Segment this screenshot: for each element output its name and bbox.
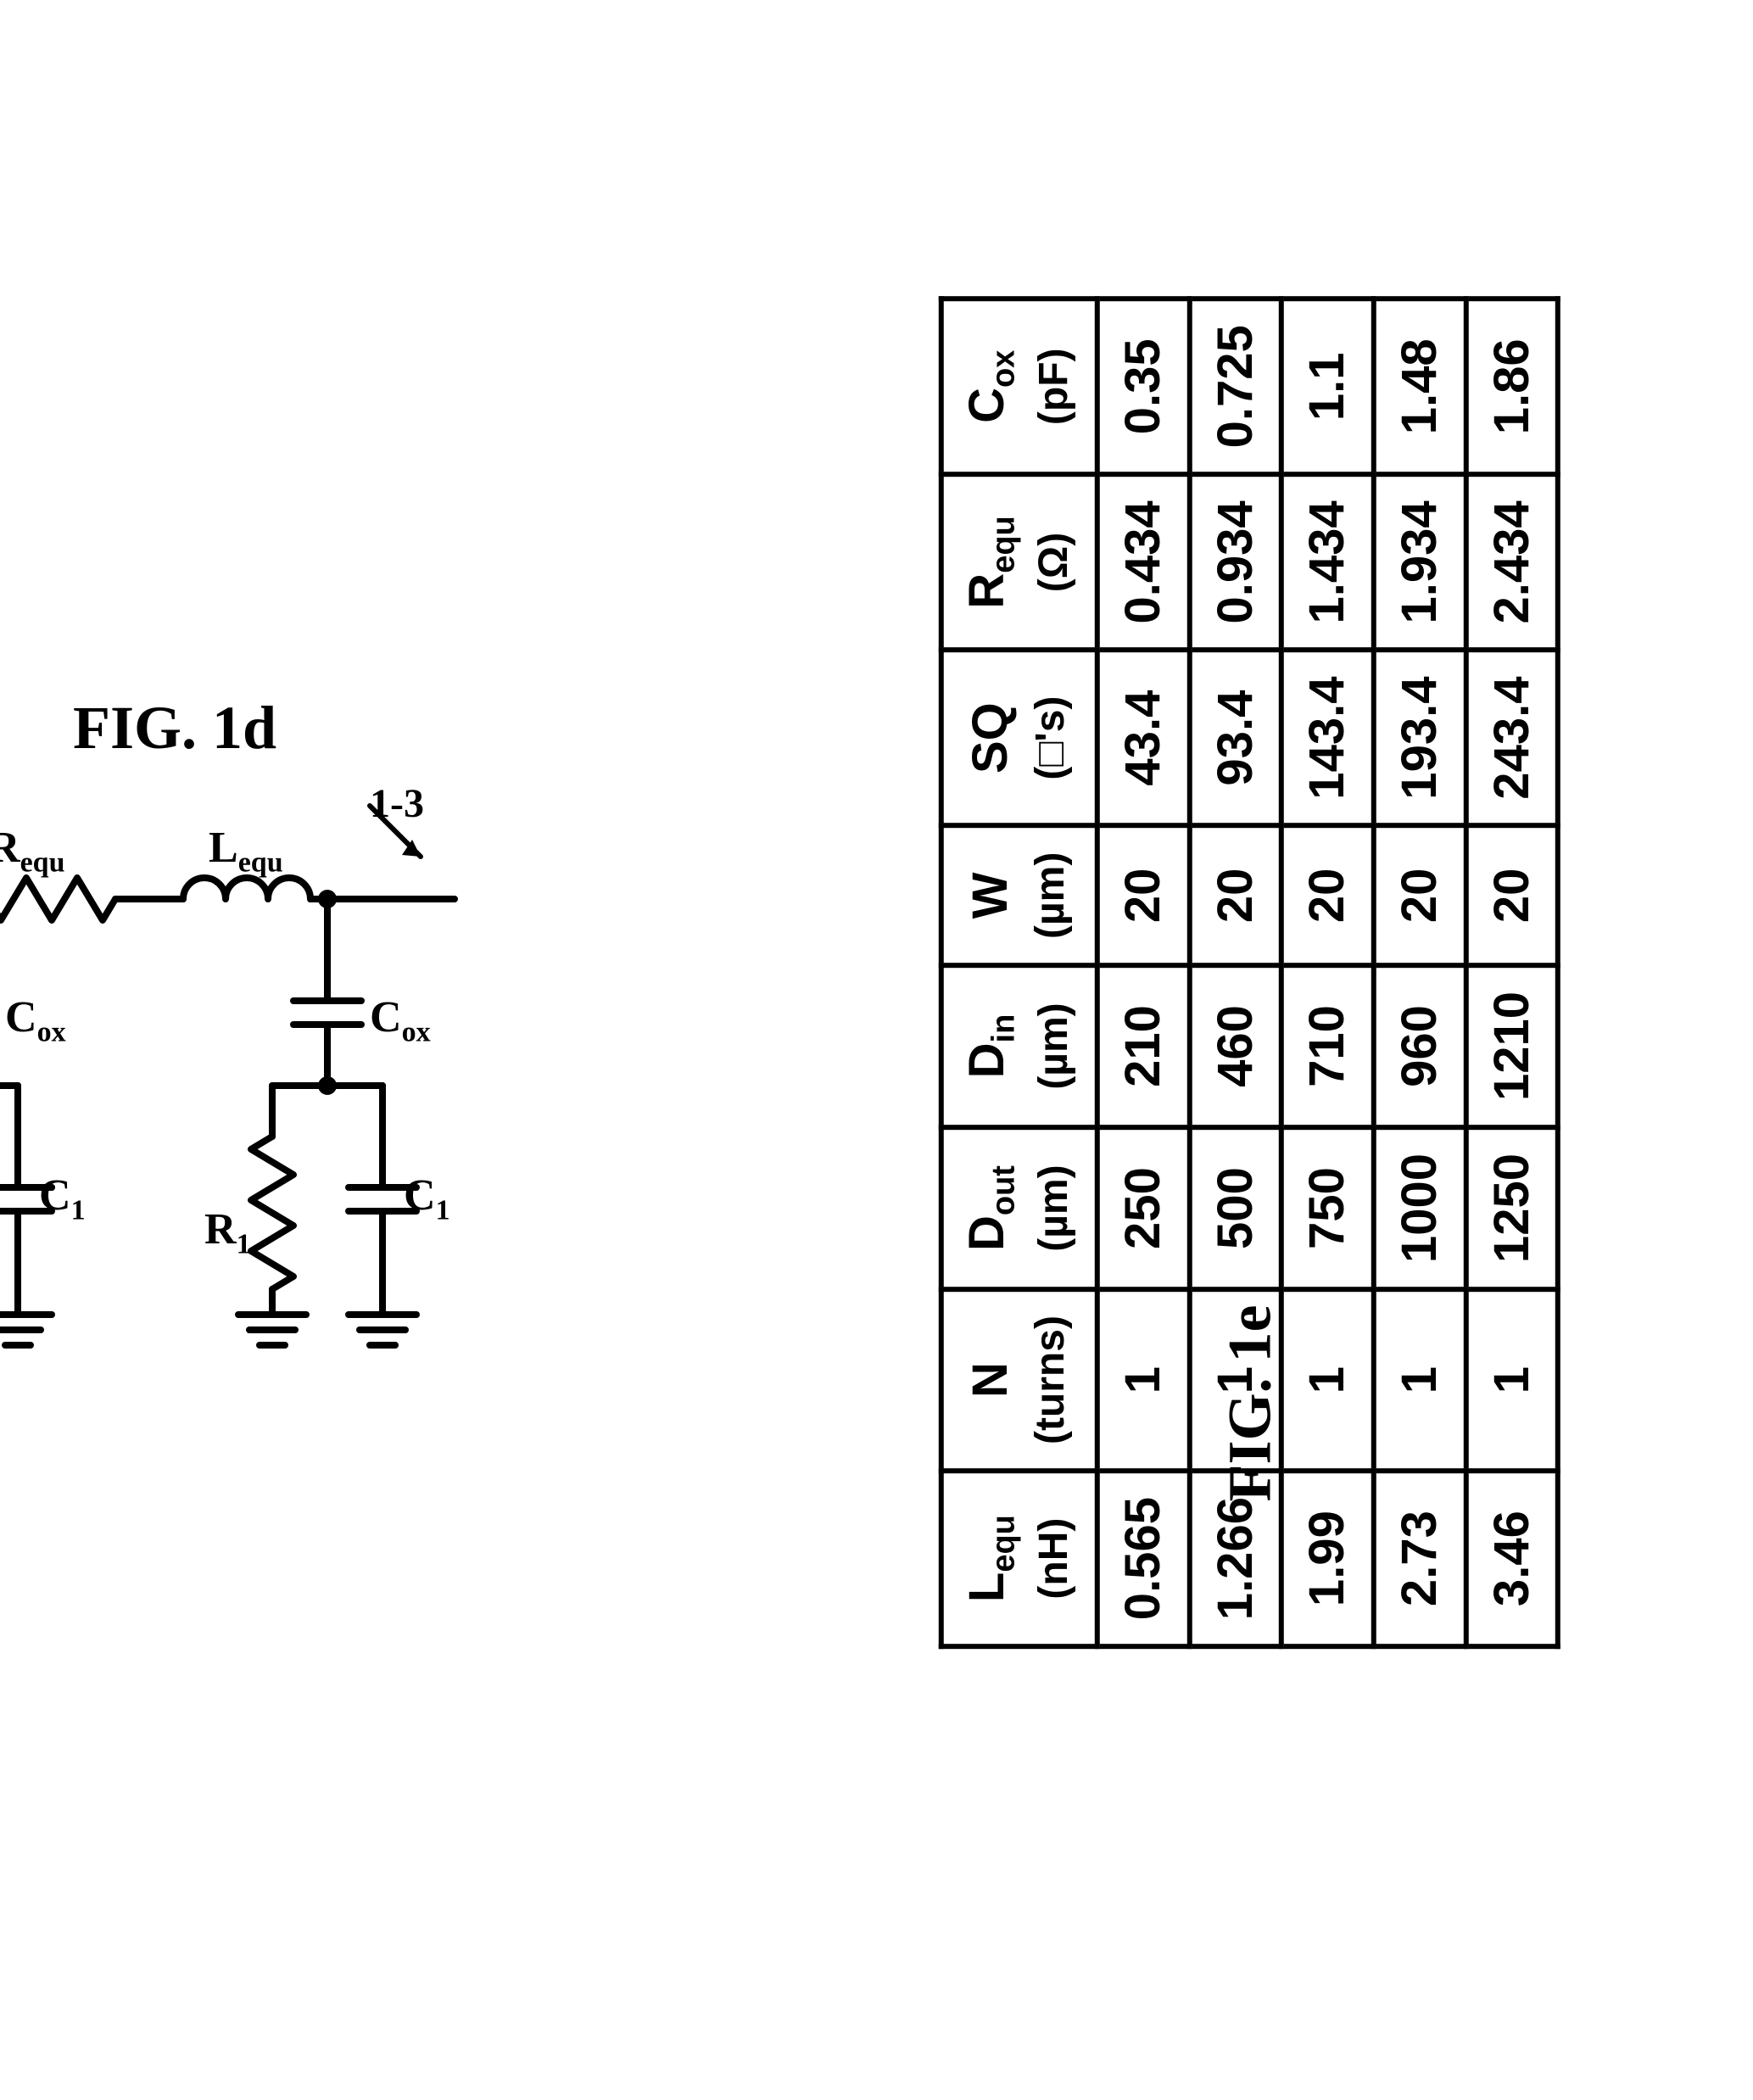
table-cell: 0.725 (1189, 299, 1281, 474)
table-header: Cox(pF) (941, 299, 1097, 474)
table-cell: 500 (1189, 1127, 1281, 1289)
table-header: N(turns) (941, 1289, 1097, 1471)
label-requ: Requ (0, 823, 65, 879)
table-cell: 43.4 (1097, 650, 1190, 825)
table-cell: 1210 (1466, 965, 1559, 1127)
table-cell: 0.565 (1097, 1471, 1190, 1646)
label-cox-right: Cox (370, 992, 431, 1048)
figure-1d-title: FIG. 1d (73, 693, 276, 763)
table-cell: 20 (1281, 825, 1374, 964)
table-cell: 1 (1466, 1289, 1559, 1471)
table-cell: 0.934 (1189, 474, 1281, 650)
label-cox-left: Cox (5, 992, 66, 1048)
table-cell: 193.4 (1374, 650, 1466, 825)
table-cell: 93.4 (1189, 650, 1281, 825)
table-row: 3.4611250121020243.42.4341.86 (1466, 299, 1559, 1646)
table-cell: 1.86 (1466, 299, 1559, 474)
table-cell: 2.434 (1466, 474, 1559, 650)
table-cell: 1000 (1374, 1127, 1466, 1289)
figure-1e-column: Lequ(nH)N(turns)Dout(µm)Din(µm)W(µm)SQ(□… (573, 662, 1753, 1438)
table-row: 2.731100096020193.41.9341.48 (1374, 299, 1466, 1646)
table-cell: 2.73 (1374, 1471, 1466, 1646)
table-cell: 20 (1189, 825, 1281, 964)
table-cell: 1 (1281, 1289, 1374, 1471)
table-cell: 210 (1097, 965, 1190, 1127)
table-cell: 0.434 (1097, 474, 1190, 650)
table-cell: 243.4 (1466, 650, 1559, 825)
table-cell: 1 (1374, 1289, 1466, 1471)
table-row: 0.56512502102043.40.4340.35 (1097, 299, 1190, 1646)
table-header: Requ(Ω) (941, 474, 1097, 650)
figure-1d-column: FIG. 1d 1-3 Requ Lequ Cox Cox R1 C1 R1 C… (0, 693, 522, 1408)
table-row: 1.99175071020143.41.4341.1 (1281, 299, 1374, 1646)
label-lequ: Lequ (209, 823, 283, 879)
table-cell: 1250 (1466, 1127, 1559, 1289)
table-cell: 143.4 (1281, 650, 1374, 825)
callout-label: 1-3 (370, 780, 424, 827)
label-c1-right: C1 (404, 1170, 450, 1226)
circuit-svg (0, 797, 522, 1408)
table-cell: 750 (1281, 1127, 1374, 1289)
table-cell: 0.35 (1097, 299, 1190, 474)
table-header: SQ(□'s) (941, 650, 1097, 825)
label-r1-right: R1 (204, 1204, 251, 1260)
table-cell: 20 (1374, 825, 1466, 964)
table-cell: 20 (1466, 825, 1559, 964)
table-header: Dout(µm) (941, 1127, 1097, 1289)
table-cell: 1.934 (1374, 474, 1466, 650)
table-cell: 710 (1281, 965, 1374, 1127)
table-cell: 460 (1189, 965, 1281, 1127)
table-cell: 1.1 (1281, 299, 1374, 474)
table-cell: 960 (1374, 965, 1466, 1127)
table-cell: 1.99 (1281, 1471, 1374, 1646)
table-header: Lequ(nH) (941, 1471, 1097, 1646)
table-cell: 1.434 (1281, 474, 1374, 650)
figure-1e-title: FIG. 1e (1214, 1305, 1285, 1502)
table-header: W(µm) (941, 825, 1097, 964)
table-header: Din(µm) (941, 965, 1097, 1127)
table-cell: 250 (1097, 1127, 1190, 1289)
table-cell: 1.48 (1374, 299, 1466, 474)
label-c1-left: C1 (39, 1170, 86, 1226)
table-cell: 20 (1097, 825, 1190, 964)
circuit-diagram: 1-3 Requ Lequ Cox Cox R1 C1 R1 C1 (0, 797, 522, 1408)
table-cell: 3.46 (1466, 1471, 1559, 1646)
table-cell: 1 (1097, 1289, 1190, 1471)
